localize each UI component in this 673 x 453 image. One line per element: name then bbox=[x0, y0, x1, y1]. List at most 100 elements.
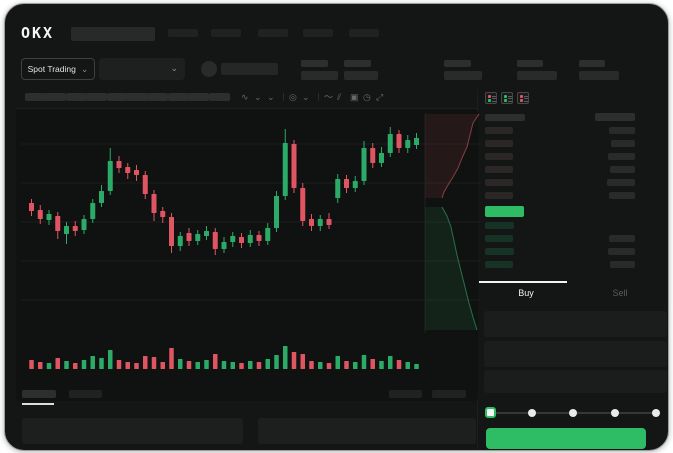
amount-slider[interactable] bbox=[484, 403, 667, 421]
volume-bar bbox=[64, 361, 69, 369]
candle-body bbox=[291, 144, 297, 188]
tab-sell[interactable]: Sell bbox=[612, 288, 628, 298]
ask-price-placeholder[interactable] bbox=[485, 140, 513, 147]
total-input[interactable] bbox=[484, 370, 667, 393]
search-input[interactable] bbox=[71, 27, 155, 41]
orderbook-view-combined-icon[interactable] bbox=[485, 92, 497, 104]
candle-body bbox=[230, 236, 236, 242]
okx-logo[interactable]: OKX bbox=[21, 24, 55, 42]
bottom-tab[interactable] bbox=[69, 390, 102, 398]
pair-select[interactable]: ⌄ bbox=[99, 58, 185, 80]
stat-label-placeholder bbox=[444, 60, 471, 67]
timeframe-button[interactable] bbox=[86, 93, 108, 101]
ask-price-placeholder[interactable] bbox=[485, 192, 513, 199]
volume-bar bbox=[309, 361, 314, 369]
volume-bar bbox=[239, 363, 244, 369]
candle-body bbox=[335, 179, 341, 198]
slider-handle[interactable] bbox=[484, 407, 496, 418]
candle-body bbox=[134, 170, 139, 175]
orderbook-view-bids-only-icon[interactable] bbox=[501, 92, 513, 104]
slider-stop[interactable] bbox=[652, 409, 660, 417]
ask-price-placeholder[interactable] bbox=[485, 179, 513, 186]
ask-price-placeholder[interactable] bbox=[485, 127, 513, 134]
active-tab-indicator bbox=[479, 281, 567, 283]
volume-bar bbox=[230, 362, 235, 369]
separator: ❘ bbox=[280, 92, 287, 101]
stat-label-placeholder bbox=[301, 60, 328, 67]
volume-bar bbox=[186, 361, 192, 369]
amount-input[interactable] bbox=[484, 341, 667, 367]
nav-item-placeholder[interactable] bbox=[168, 29, 198, 37]
stat-value-placeholder bbox=[517, 71, 557, 80]
bottom-tab-indicator bbox=[22, 403, 54, 405]
timeframe-button[interactable] bbox=[127, 93, 148, 101]
bottom-tab-active[interactable] bbox=[22, 390, 56, 398]
timeframe-button[interactable] bbox=[147, 93, 169, 101]
buy-submit-button[interactable] bbox=[486, 428, 646, 449]
bid-price-placeholder[interactable] bbox=[485, 222, 514, 229]
volume-bar bbox=[256, 362, 262, 369]
volume-bar bbox=[405, 362, 410, 369]
bid-price-placeholder[interactable] bbox=[485, 261, 513, 268]
divider bbox=[15, 108, 477, 109]
candle-body bbox=[239, 237, 244, 243]
slider-stop[interactable] bbox=[569, 409, 577, 417]
chevron-down-icon[interactable]: ⌄ bbox=[267, 92, 275, 102]
market-type-selector[interactable]: Spot Trading ⌄ bbox=[21, 58, 95, 80]
candle-body bbox=[265, 228, 271, 241]
nav-item-placeholder[interactable] bbox=[349, 29, 379, 37]
price-input[interactable] bbox=[484, 311, 667, 337]
ask-amount-placeholder bbox=[609, 127, 635, 134]
stat-label-placeholder bbox=[344, 60, 371, 67]
nav-item-placeholder[interactable] bbox=[211, 29, 241, 37]
stat-label-placeholder bbox=[579, 60, 605, 67]
volume-bar bbox=[108, 350, 113, 369]
chevron-down-icon: ⌄ bbox=[170, 63, 178, 73]
bid-amount-placeholder bbox=[609, 235, 635, 242]
ask-amount-placeholder bbox=[609, 192, 635, 199]
volume-bar bbox=[300, 354, 305, 369]
volume-bar bbox=[99, 358, 104, 369]
camera-icon[interactable]: ▣ bbox=[350, 92, 359, 102]
ask-amount-placeholder bbox=[611, 140, 635, 147]
candle-body bbox=[309, 219, 314, 226]
candlestick-chart[interactable] bbox=[21, 111, 481, 396]
line-icon[interactable]: 〜 bbox=[324, 92, 334, 102]
clock-icon[interactable]: ◷ bbox=[363, 92, 371, 102]
volume-bar bbox=[29, 360, 34, 369]
volume-bar bbox=[326, 363, 332, 369]
nav-item-placeholder[interactable] bbox=[258, 29, 288, 37]
timeframe-button[interactable] bbox=[45, 93, 67, 101]
ask-price-placeholder[interactable] bbox=[485, 153, 513, 160]
volume-bar bbox=[46, 363, 52, 369]
ask-price-placeholder[interactable] bbox=[485, 166, 513, 173]
fullscreen-icon[interactable]: ⤢ bbox=[376, 92, 384, 102]
timeframe-button[interactable] bbox=[65, 93, 87, 101]
wave-icon[interactable]: ∿ bbox=[241, 92, 249, 102]
chevron-down-icon[interactable]: ⌄ bbox=[302, 92, 310, 102]
orderbook-view-asks-only-icon[interactable] bbox=[517, 92, 529, 104]
tab-buy[interactable]: Buy bbox=[518, 288, 534, 298]
bid-price-placeholder[interactable] bbox=[485, 248, 514, 255]
timeframe-button[interactable] bbox=[208, 93, 230, 101]
nav-item-placeholder[interactable] bbox=[303, 29, 333, 37]
chevron-down-icon[interactable]: ⌄ bbox=[254, 92, 262, 102]
stat-value-placeholder bbox=[444, 71, 482, 80]
bottom-action-placeholder[interactable] bbox=[389, 390, 422, 398]
volume-bar bbox=[370, 359, 375, 369]
coin-avatar bbox=[201, 61, 217, 77]
candle-body bbox=[204, 231, 209, 236]
indicator-icon[interactable]: ◎ bbox=[289, 92, 297, 102]
candle-body bbox=[177, 236, 183, 246]
timeframe-button[interactable] bbox=[167, 93, 189, 101]
timeframe-button[interactable] bbox=[25, 93, 46, 101]
slider-stop[interactable] bbox=[610, 409, 619, 417]
timeframe-button[interactable] bbox=[106, 93, 128, 101]
timeframe-button[interactable] bbox=[188, 93, 210, 101]
slider-stop[interactable] bbox=[527, 409, 536, 417]
bid-price-placeholder[interactable] bbox=[485, 235, 513, 242]
candle-body bbox=[221, 242, 227, 249]
compare-icon[interactable]: ⫽ bbox=[337, 92, 342, 102]
candle-body bbox=[361, 148, 367, 181]
bottom-action-placeholder[interactable] bbox=[432, 390, 466, 398]
